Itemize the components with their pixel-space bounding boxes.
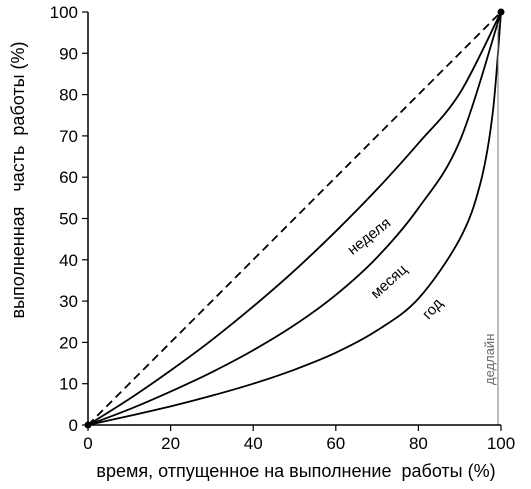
end-point xyxy=(497,8,505,16)
series-line-3 xyxy=(87,11,502,426)
y-tick-label: 50 xyxy=(59,210,78,229)
series-line-1 xyxy=(87,11,502,426)
x-tick-label: 20 xyxy=(161,434,180,453)
x-tick-label: 0 xyxy=(83,434,92,453)
x-axis-ticks: 0 20 40 60 80 100 xyxy=(83,425,515,453)
y-tick-label: 20 xyxy=(59,333,78,352)
series-line-2 xyxy=(87,11,502,426)
y-tick-label: 60 xyxy=(59,168,78,187)
x-tick-label: 80 xyxy=(409,434,428,453)
y-tick-label: 40 xyxy=(59,251,78,270)
y-tick-label: 90 xyxy=(59,44,78,63)
series-line-0 xyxy=(87,11,502,426)
curve-label-1: неделя xyxy=(344,214,394,258)
y-axis-ticks: 0 10 20 30 40 50 60 70 80 90 100 xyxy=(50,3,88,435)
curve-label-2: месяц xyxy=(367,261,411,303)
curve-label-3: год xyxy=(419,295,446,323)
y-axis-title: выполненная часть работы (%) xyxy=(8,41,28,318)
origin-point xyxy=(84,421,92,429)
x-axis-title: время, отпущенное на выполнение работы (… xyxy=(96,461,495,481)
x-tick-label: 100 xyxy=(487,434,515,453)
deadline-label: дедлайн xyxy=(482,334,497,385)
y-tick-label: 70 xyxy=(59,127,78,146)
x-tick-label: 60 xyxy=(326,434,345,453)
x-tick-label: 40 xyxy=(244,434,263,453)
y-tick-label: 100 xyxy=(50,3,78,22)
y-tick-label: 30 xyxy=(59,292,78,311)
y-tick-label: 10 xyxy=(59,375,78,394)
series-layer xyxy=(87,11,502,426)
y-tick-label: 80 xyxy=(59,86,78,105)
y-tick-label: 0 xyxy=(69,416,78,435)
